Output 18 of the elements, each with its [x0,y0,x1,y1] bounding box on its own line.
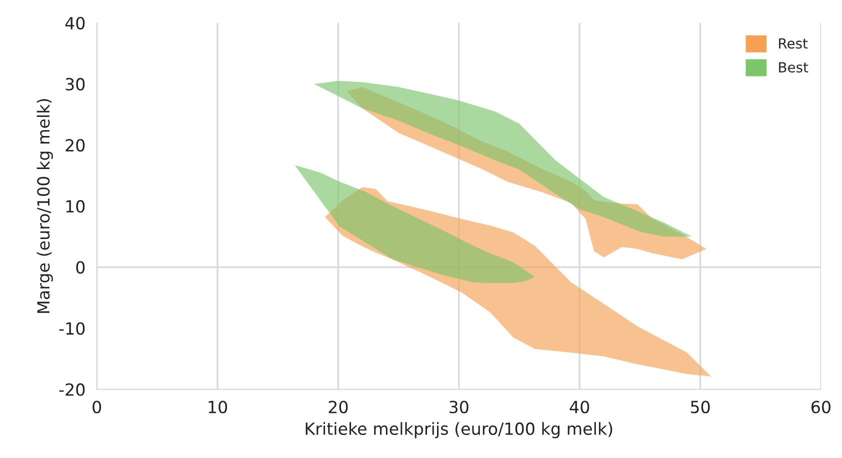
y-tick-label: -10 [59,322,85,335]
x-axis-title: Kritieke melkprijs (euro/100 kg melk) [306,422,612,438]
y-tick-label: -20 [59,383,85,396]
y-tick-label: 40 [65,16,85,30]
x-tick-label: 50 [690,400,710,414]
y-tick-label: 30 [66,78,85,91]
x-tick-label: 60 [812,400,830,414]
x-tick-label: 0 [92,400,102,414]
legend-label: Best [779,62,808,73]
x-tick-label: 40 [570,400,590,414]
y-tick-label: 20 [66,138,85,152]
y-axis-title: Marge (euro/100 kg melk) [36,99,53,313]
y-tick-label: 10 [66,200,85,213]
x-tick-label: 10 [208,400,228,414]
y-tick-label: 0 [76,261,85,274]
x-tick-label: 20 [328,400,348,414]
x-tick-label: 30 [450,400,468,414]
legend-label: Rest [779,38,808,49]
